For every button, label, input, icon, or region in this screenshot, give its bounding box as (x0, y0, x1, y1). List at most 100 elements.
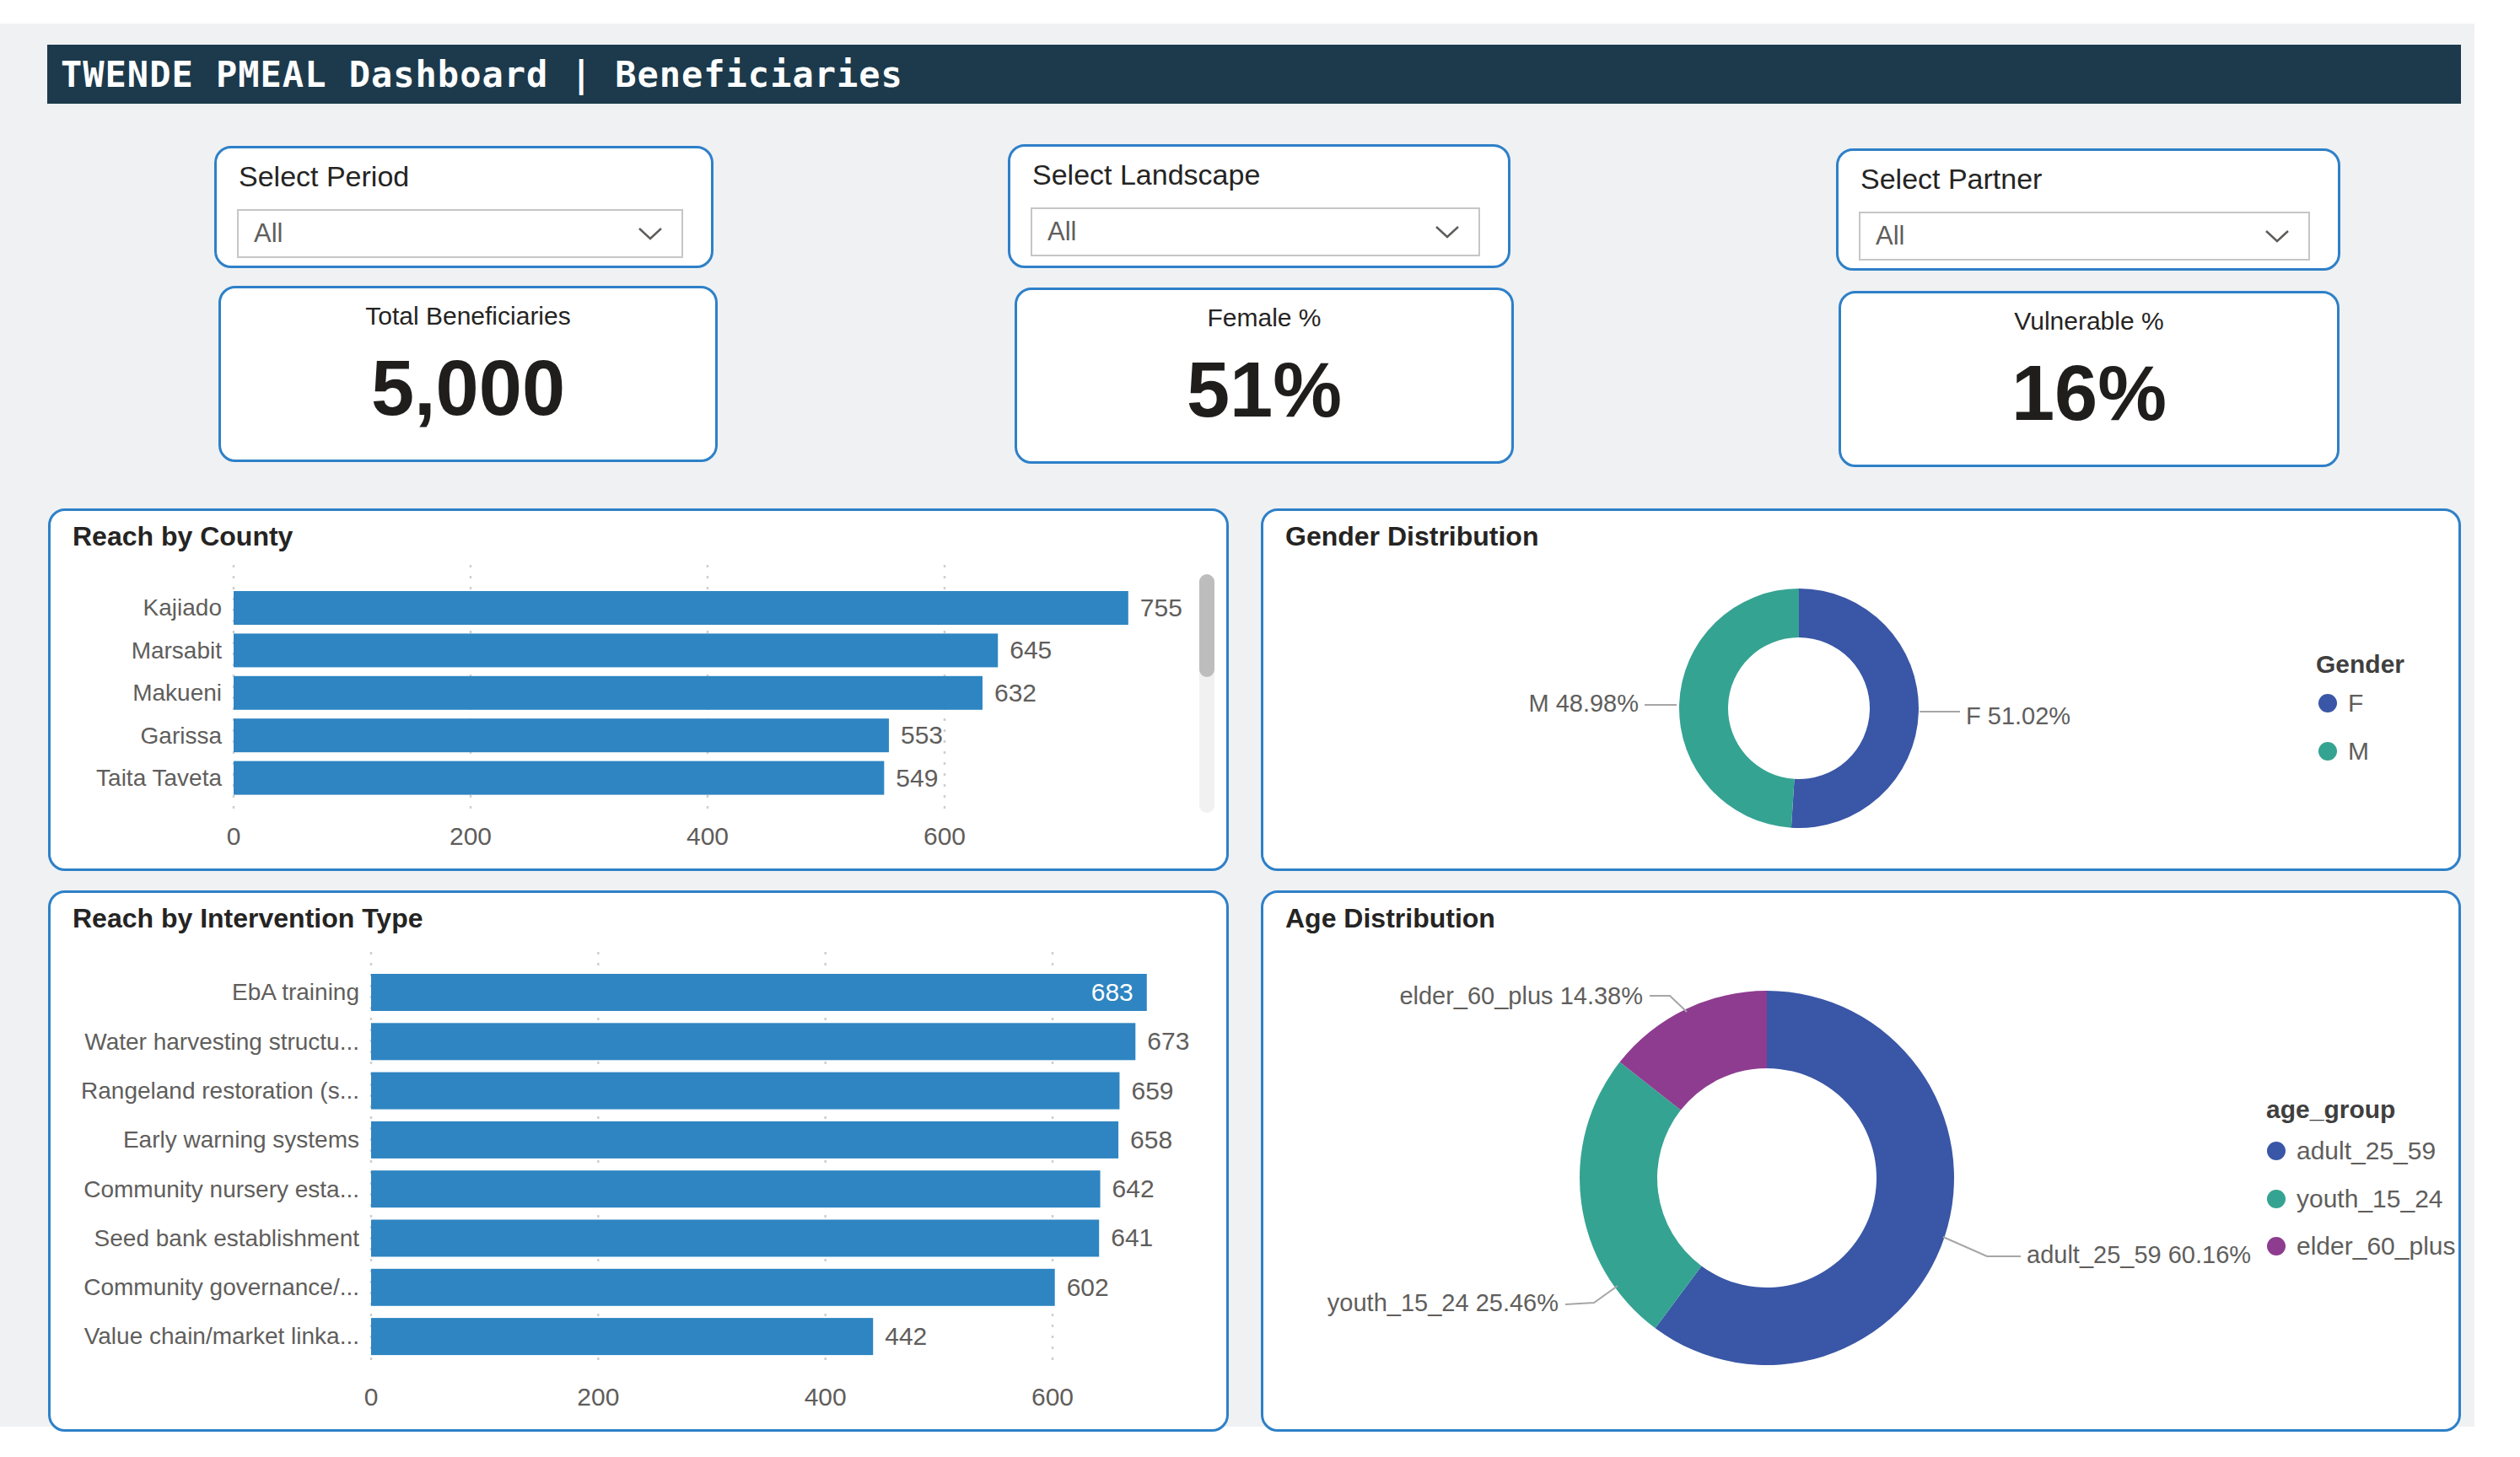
category-label: Makueni (132, 680, 222, 706)
select-partner-dropdown[interactable]: All (1859, 212, 2310, 261)
bar-marsabit[interactable] (234, 633, 998, 667)
category-label: EbA training (232, 979, 359, 1005)
slicer-label: Select Partner (1860, 163, 2042, 196)
gender-distribution-chart: F 51.02% M 48.98% Gender FM (1263, 511, 2458, 868)
slicer-select-period: Select Period All (214, 146, 713, 268)
bar-makueni[interactable] (234, 676, 983, 710)
chart-title: Reach by County (73, 521, 293, 552)
legend-item-youth-15-24[interactable]: youth_15_24 (2267, 1185, 2443, 1212)
category-label: Seed bank establishment (94, 1225, 360, 1251)
page-title: TWENDE PMEAL Dashboard | Beneficiaries (47, 54, 903, 95)
kpi-female-percent: Female % 51% (1015, 288, 1514, 464)
bar-water-harvesting-structu[interactable] (371, 1023, 1135, 1060)
data-label: 641 (1111, 1223, 1153, 1251)
category-label: Rangeland restoration (s... (81, 1078, 359, 1104)
dropdown-value: All (254, 218, 283, 249)
callout-label: youth_15_24 25.46% (1327, 1289, 1559, 1316)
legend-dot (2318, 742, 2337, 761)
callout-label: elder_60_plus 14.38% (1399, 982, 1643, 1009)
bar-community-nursery-esta[interactable] (371, 1170, 1101, 1207)
data-label: 659 (1131, 1077, 1173, 1105)
legend-item-adult-25-59[interactable]: adult_25_59 (2267, 1137, 2436, 1164)
kpi-label: Vulnerable % (1841, 307, 2337, 336)
data-label: 683 (1091, 978, 1133, 1006)
legend-item-m[interactable]: M (2318, 737, 2369, 765)
svg-text:600: 600 (923, 822, 966, 850)
chart-title: Reach by Intervention Type (73, 903, 423, 934)
category-label: Community nursery esta... (83, 1176, 359, 1202)
category-label: Value chain/market linka... (84, 1323, 359, 1349)
data-label: 755 (1140, 594, 1182, 621)
legend-dot (2267, 1190, 2286, 1208)
select-landscape-dropdown[interactable]: All (1031, 207, 1480, 256)
bar-eba-training[interactable] (371, 974, 1147, 1011)
data-label: 642 (1112, 1175, 1155, 1202)
bar-garissa[interactable] (234, 718, 889, 752)
gender-distribution-card: Gender Distribution F 51.02% M 48.98% Gend… (1261, 508, 2461, 871)
reach-by-county-card: Reach by County 0200400600Kajiado755Mars… (48, 508, 1229, 871)
chart-title: Age Distribution (1285, 903, 1495, 934)
kpi-vulnerable-percent: Vulnerable % 16% (1839, 291, 2340, 467)
svg-text:elder_60_plus: elder_60_plus (2297, 1232, 2455, 1260)
category-label: Community governance/... (83, 1274, 359, 1300)
callout-label: M 48.98% (1528, 690, 1639, 717)
svg-text:youth_15_24: youth_15_24 (2297, 1185, 2443, 1212)
bar-seed-bank-establishment[interactable] (371, 1220, 1099, 1257)
svg-text:400: 400 (687, 822, 729, 850)
slice-m[interactable] (1679, 589, 1799, 828)
svg-text:200: 200 (577, 1383, 619, 1411)
category-label: Taita Taveta (96, 765, 222, 791)
data-label: 645 (1010, 636, 1052, 664)
slicer-select-landscape: Select Landscape All (1008, 144, 1510, 268)
slicer-label: Select Period (239, 160, 409, 193)
callout-label: F 51.02% (1966, 702, 2070, 729)
legend-item-f[interactable]: F (2318, 689, 2363, 717)
legend-item-elder-60-plus[interactable]: elder_60_plus (2267, 1232, 2455, 1260)
svg-text:0: 0 (364, 1383, 379, 1411)
bar-rangeland-restoration-s[interactable] (371, 1073, 1119, 1110)
bar-taita-taveta[interactable] (234, 761, 884, 795)
bar-kajiado[interactable] (234, 591, 1128, 625)
slice-f[interactable] (1791, 589, 1919, 828)
data-label: 602 (1067, 1273, 1109, 1301)
reach-by-intervention-card: Reach by Intervention Type 0200400600EbA… (48, 890, 1229, 1432)
reach-by-intervention-chart: 0200400600EbA training683Water harvestin… (51, 893, 1226, 1429)
age-distribution-card: Age Distribution adult_25_59 60.16%youth… (1261, 890, 2461, 1432)
kpi-total-beneficiaries: Total Beneficiaries 5,000 (218, 286, 718, 462)
data-label: 658 (1130, 1126, 1172, 1153)
svg-text:F: F (2348, 689, 2363, 717)
kpi-value: 5,000 (221, 344, 715, 433)
kpi-value: 51% (1017, 346, 1511, 434)
svg-text:0: 0 (227, 822, 241, 850)
category-label: Garissa (141, 723, 223, 749)
dashboard-canvas: TWENDE PMEAL Dashboard | Beneficiaries S… (0, 24, 2474, 1427)
svg-text:M: M (2348, 737, 2369, 765)
dropdown-value: All (1876, 221, 1904, 251)
legend-title: Gender (2316, 650, 2404, 678)
scrollbar-thumb[interactable] (1199, 574, 1214, 677)
slicer-select-partner: Select Partner All (1836, 148, 2340, 271)
legend-dot (2267, 1237, 2286, 1255)
select-period-dropdown[interactable]: All (237, 209, 683, 258)
chevron-down-icon (638, 227, 663, 241)
bar-early-warning-systems[interactable] (371, 1121, 1118, 1159)
data-label: 553 (901, 721, 943, 749)
chart-title: Gender Distribution (1285, 521, 1538, 552)
slicer-label: Select Landscape (1032, 159, 1260, 191)
bar-value-chain-market-linka[interactable] (371, 1318, 873, 1355)
callout-line (1650, 996, 1687, 1012)
legend-dot (2318, 694, 2337, 712)
age-distribution-chart: adult_25_59 60.16%youth_15_24 25.46%elde… (1263, 893, 2458, 1429)
callout-line (1565, 1286, 1618, 1304)
kpi-value: 16% (1841, 349, 2337, 438)
dashboard-header: TWENDE PMEAL Dashboard | Beneficiaries (47, 45, 2461, 104)
svg-text:adult_25_59: adult_25_59 (2297, 1137, 2436, 1164)
data-label: 442 (885, 1322, 927, 1350)
chevron-down-icon (2264, 229, 2290, 244)
legend-title: age_group (2266, 1095, 2395, 1123)
reach-by-county-chart: 0200400600Kajiado755Marsabit645Makueni63… (51, 511, 1226, 868)
bar-community-governance[interactable] (371, 1269, 1055, 1306)
kpi-label: Total Beneficiaries (221, 302, 715, 331)
category-label: Marsabit (132, 637, 223, 664)
category-label: Water harvesting structu... (84, 1029, 359, 1055)
